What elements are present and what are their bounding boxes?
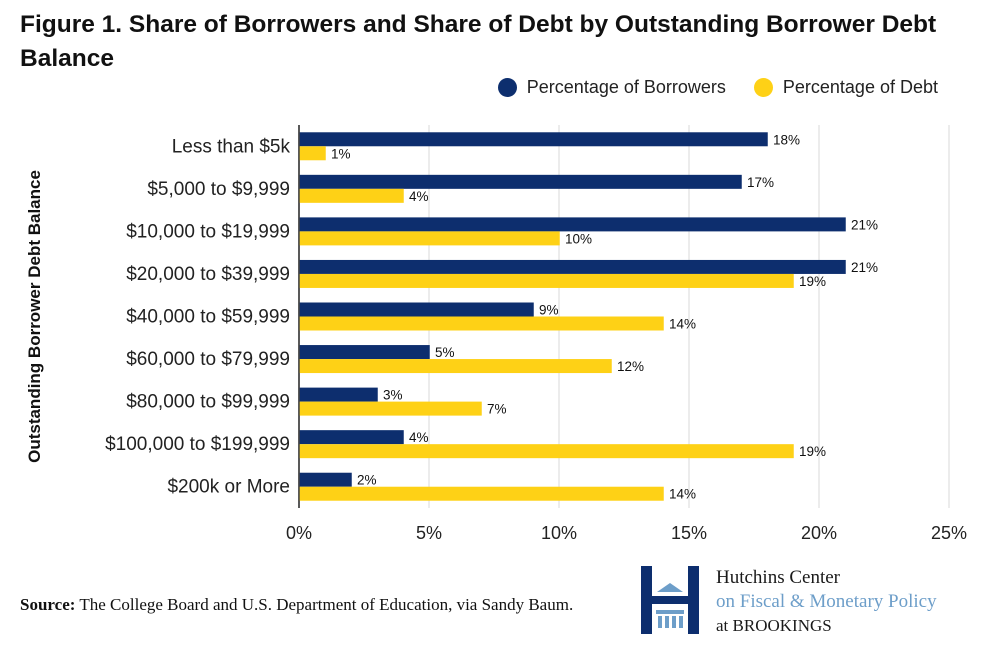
legend-label-debt: Percentage of Debt: [782, 77, 938, 97]
x-tick-label: 5%: [416, 523, 442, 543]
debt-bar: [299, 316, 664, 331]
legend-swatch-borrowers: [497, 78, 517, 97]
brookings-h-icon: [641, 566, 699, 634]
borrowers-data-label: 5%: [435, 345, 455, 360]
logo-text: Hutchins Center on Fiscal & Monetary Pol…: [716, 566, 937, 638]
debt-bar: [299, 401, 482, 416]
borrowers-bar: [299, 174, 742, 189]
legend-item-borrowers: Percentage of Borrowers: [497, 77, 726, 98]
legend-swatch-debt: [753, 78, 773, 97]
legend-label-borrowers: Percentage of Borrowers: [526, 77, 726, 97]
logo-line-hutchins: Hutchins Center: [716, 567, 841, 588]
category-label: $200k or More: [167, 477, 290, 498]
borrowers-data-label: 3%: [383, 388, 403, 403]
chart-title: Figure 1. Share of Borrowers and Share o…: [20, 11, 937, 72]
borrowers-data-label: 21%: [851, 217, 878, 232]
borrowers-data-label: 21%: [851, 260, 878, 275]
category-label: Less than $5k: [172, 136, 291, 157]
debt-data-label: 1%: [331, 146, 351, 161]
borrowers-bar: [299, 302, 534, 317]
category-label: $5,000 to $9,999: [147, 179, 290, 200]
borrowers-data-label: 17%: [747, 175, 774, 190]
x-tick-label: 10%: [541, 523, 577, 543]
bar-chart: 0% 5% 10% 15% 20% 25% Outstanding Borrower Deb…: [25, 125, 967, 543]
debt-bar: [299, 188, 404, 203]
category-label: $20,000 to $39,999: [126, 264, 290, 285]
borrowers-bar: [299, 345, 430, 360]
source-text: The College Board and U.S. Department of…: [79, 595, 574, 614]
debt-bar: [299, 273, 794, 288]
borrowers-data-label: 4%: [409, 430, 429, 445]
debt-data-label: 19%: [799, 274, 826, 289]
borrowers-data-label: 9%: [539, 303, 559, 318]
debt-bar: [299, 231, 560, 246]
category-label: $10,000 to $19,999: [126, 221, 290, 242]
debt-bar: [299, 486, 664, 501]
debt-bar: [299, 444, 794, 459]
source-label: Source:: [20, 595, 76, 614]
x-tick-label: 0%: [286, 523, 312, 543]
debt-bar: [299, 359, 612, 374]
x-tick-label: 15%: [671, 523, 707, 543]
y-axis-title: Outstanding Borrower Debt Balance: [25, 170, 44, 463]
logo-line-fiscal: on Fiscal & Monetary Policy: [716, 591, 937, 612]
debt-bar: [299, 146, 326, 161]
category-label: $60,000 to $79,999: [126, 349, 290, 370]
x-tick-label: 20%: [801, 523, 837, 543]
category-label: $100,000 to $199,999: [105, 434, 290, 455]
legend-item-debt: Percentage of Debt: [753, 77, 938, 98]
debt-data-label: 19%: [799, 444, 826, 459]
debt-data-label: 10%: [565, 231, 592, 246]
category-label: $80,000 to $99,999: [126, 392, 290, 413]
debt-data-label: 7%: [487, 402, 507, 417]
borrowers-bar: [299, 387, 378, 402]
borrowers-data-label: 18%: [773, 132, 800, 147]
borrowers-bar: [299, 217, 846, 232]
legend: Percentage of Borrowers Percentage of De…: [470, 77, 938, 98]
category-label: $40,000 to $59,999: [126, 307, 290, 328]
source-note: Source: The College Board and U.S. Depar…: [20, 594, 573, 616]
borrowers-bar: [299, 430, 404, 445]
borrowers-bar: [299, 259, 846, 274]
borrowers-bar: [299, 132, 768, 147]
debt-data-label: 14%: [669, 487, 696, 502]
x-tick-label: 25%: [931, 523, 967, 543]
hutchins-logo: Hutchins Center on Fiscal & Monetary Pol…: [641, 566, 981, 638]
debt-data-label: 4%: [409, 189, 429, 204]
borrowers-data-label: 2%: [357, 473, 377, 488]
debt-data-label: 12%: [617, 359, 644, 374]
logo-line-brookings: at BROOKINGS: [716, 616, 832, 635]
debt-data-label: 14%: [669, 317, 696, 332]
borrowers-bar: [299, 472, 352, 487]
